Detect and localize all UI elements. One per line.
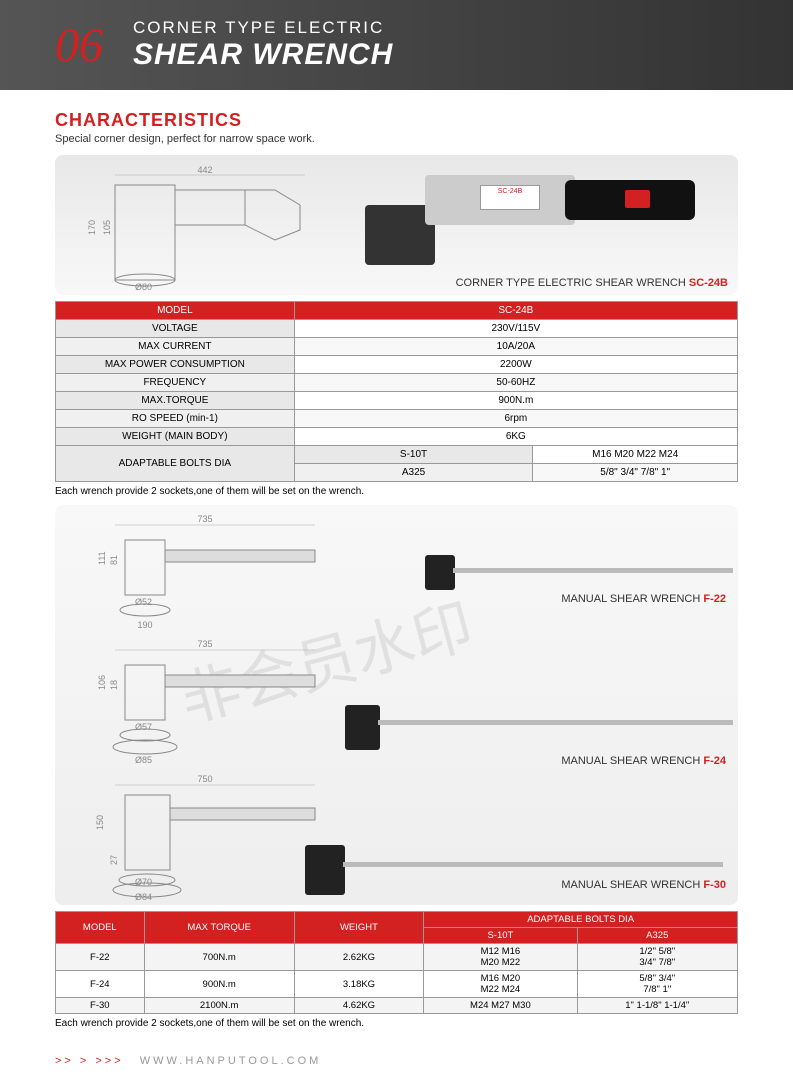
content-area: CHARACTERISTICS Special corner design, p… <box>0 90 793 1047</box>
spec-label: WEIGHT (MAIN BODY) <box>56 428 295 446</box>
manual-label-f22: MANUAL SHEAR WRENCH F-22 <box>561 593 726 605</box>
manual-model-code: F-24 <box>703 755 726 767</box>
drawing-f22: 735 111 81 Ø52 190 <box>75 510 335 630</box>
spec-label: VOLTAGE <box>56 320 295 338</box>
t2-a325-cell: 1/2" 5/8" 3/4" 7/8" <box>577 944 737 971</box>
t2-weight-cell: 3.18KG <box>294 971 424 998</box>
spec-value: 6KG <box>294 428 737 446</box>
t2-a325-cell: 1" 1-1/8" 1-1/4" <box>577 998 737 1014</box>
svg-text:150: 150 <box>95 815 105 830</box>
t2-weight: WEIGHT <box>294 912 424 944</box>
spec-value: 6rpm <box>294 410 737 428</box>
page-footer: >> > >>> WWW.HANPUTOOL.COM <box>0 1047 793 1075</box>
spec-label: MAX POWER CONSUMPTION <box>56 356 295 374</box>
page-header: 06 CORNER TYPE ELECTRIC SHEAR WRENCH <box>0 0 793 90</box>
svg-text:111: 111 <box>97 551 107 565</box>
product-model-code: SC-24B <box>689 277 728 289</box>
manual-label-prefix: MANUAL SHEAR WRENCH <box>561 755 700 767</box>
adaptable-val-0: M16 M20 M22 M24 <box>533 446 738 464</box>
manual-label-f24: MANUAL SHEAR WRENCH F-24 <box>561 755 726 767</box>
svg-text:Ø57: Ø57 <box>135 722 152 732</box>
note-1: Each wrench provide 2 sockets,one of the… <box>55 486 738 497</box>
spec-value: 900N.m <box>294 392 737 410</box>
footer-url: WWW.HANPUTOOL.COM <box>140 1055 322 1067</box>
table-header-model: MODEL <box>56 302 295 320</box>
technical-drawing-sc24b: 442 170 105 Ø80 <box>75 165 335 290</box>
spec-label: RO SPEED (min-1) <box>56 410 295 428</box>
t2-model-cell: F-24 <box>56 971 145 998</box>
adaptable-type-1: A325 <box>294 464 533 482</box>
t2-a325-cell: 5/8" 3/4" 7/8" 1" <box>577 971 737 998</box>
spec-label: MAX CURRENT <box>56 338 295 356</box>
manual-model-code: F-30 <box>703 879 726 891</box>
svg-text:27: 27 <box>109 855 119 865</box>
manual-model-code: F-22 <box>703 593 726 605</box>
spec-value: 230V/115V <box>294 320 737 338</box>
section-title: CHARACTERISTICS <box>55 110 738 131</box>
manual-label-prefix: MANUAL SHEAR WRENCH <box>561 593 700 605</box>
manual-wrench-box: 非会员水印 735 111 81 Ø52 190 MANUAL SHEAR WR… <box>55 505 738 905</box>
adaptable-type-0: S-10T <box>294 446 533 464</box>
svg-text:18: 18 <box>109 680 119 690</box>
t2-torque: MAX TORQUE <box>144 912 294 944</box>
spec-label: MAX.TORQUE <box>56 392 295 410</box>
product-label-sc24b: CORNER TYPE ELECTRIC SHEAR WRENCH SC-24B <box>456 277 728 289</box>
t2-model: MODEL <box>56 912 145 944</box>
table-header-value: SC-24B <box>294 302 737 320</box>
t2-s10t-cell: M16 M20 M22 M24 <box>424 971 577 998</box>
t2-s10t-cell: M12 M16 M20 M22 <box>424 944 577 971</box>
svg-text:106: 106 <box>97 675 107 690</box>
drawing-f30: 750 150 27 Ø70 Ø84 <box>75 770 335 905</box>
spec-table-sc24b: MODEL SC-24B VOLTAGE230V/115VMAX CURRENT… <box>55 301 738 482</box>
spec-table-manual: MODEL MAX TORQUE WEIGHT ADAPTABLE BOLTS … <box>55 911 738 1014</box>
footer-arrows: >> > >>> <box>55 1055 124 1067</box>
t2-adaptable: ADAPTABLE BOLTS DIA <box>424 912 738 928</box>
page-number: 06 <box>55 18 103 73</box>
spec-value: 50-60HZ <box>294 374 737 392</box>
svg-text:170: 170 <box>87 220 97 235</box>
header-title: SHEAR WRENCH <box>133 38 393 72</box>
t2-torque-cell: 900N.m <box>144 971 294 998</box>
t2-s10t: S-10T <box>424 928 577 944</box>
note-2: Each wrench provide 2 sockets,one of the… <box>55 1018 738 1029</box>
manual-label-prefix: MANUAL SHEAR WRENCH <box>561 879 700 891</box>
adaptable-val-1: 5/8" 3/4" 7/8" 1" <box>533 464 738 482</box>
spec-label: FREQUENCY <box>56 374 295 392</box>
svg-text:735: 735 <box>197 514 212 524</box>
svg-text:105: 105 <box>102 220 112 235</box>
t2-weight-cell: 4.62KG <box>294 998 424 1014</box>
svg-text:81: 81 <box>109 555 119 565</box>
svg-text:442: 442 <box>197 165 212 175</box>
svg-text:Ø84: Ø84 <box>135 892 152 902</box>
product-label-prefix: CORNER TYPE ELECTRIC SHEAR WRENCH <box>456 277 686 289</box>
photo-f24 <box>345 700 735 750</box>
t2-weight-cell: 2.62KG <box>294 944 424 971</box>
manual-label-f30: MANUAL SHEAR WRENCH F-30 <box>561 879 726 891</box>
t2-s10t-cell: M24 M27 M30 <box>424 998 577 1014</box>
spec-value: 10A/20A <box>294 338 737 356</box>
spec-value: 2200W <box>294 356 737 374</box>
product-photo-sc24b: SC-24B <box>365 165 705 265</box>
t2-torque-cell: 700N.m <box>144 944 294 971</box>
t2-torque-cell: 2100N.m <box>144 998 294 1014</box>
header-text: CORNER TYPE ELECTRIC SHEAR WRENCH <box>133 18 393 72</box>
t2-model-cell: F-22 <box>56 944 145 971</box>
t2-a325: A325 <box>577 928 737 944</box>
svg-text:735: 735 <box>197 639 212 649</box>
svg-text:Ø85: Ø85 <box>135 755 152 765</box>
product-hero-box: 442 170 105 Ø80 SC-24B CORNER TYPE ELECT… <box>55 155 738 295</box>
drawing-f24: 735 106 18 Ø57 Ø85 <box>75 635 335 765</box>
svg-text:750: 750 <box>197 774 212 784</box>
t2-model-cell: F-30 <box>56 998 145 1014</box>
svg-text:Ø70: Ø70 <box>135 877 152 887</box>
adaptable-label: ADAPTABLE BOLTS DIA <box>56 446 295 482</box>
svg-text:190: 190 <box>137 620 152 630</box>
svg-text:Ø52: Ø52 <box>135 597 152 607</box>
header-subtitle: CORNER TYPE ELECTRIC <box>133 18 393 38</box>
section-subtitle: Special corner design, perfect for narro… <box>55 133 738 145</box>
photo-f22 <box>425 550 735 590</box>
